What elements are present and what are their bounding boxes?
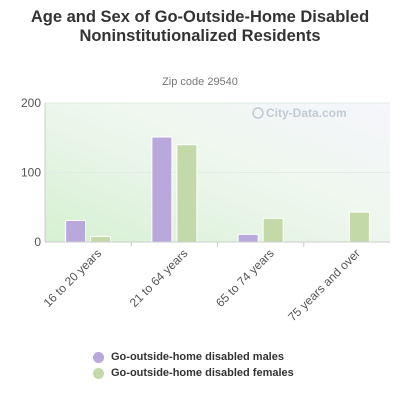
legend-swatch-males (93, 351, 104, 363)
chart-title: Age and Sex of Go-Outside-Home Disabled … (30, 8, 370, 45)
y-tick-label: 200 (21, 96, 41, 110)
legend-label-females: Go-outside-home disabled females (111, 367, 294, 379)
bar-males-1 (151, 136, 173, 243)
y-tick-label: 100 (21, 166, 41, 180)
x-tick-label: 65 to 74 years (213, 246, 277, 310)
watermark-icon (252, 107, 264, 119)
bar-females-2 (262, 217, 284, 243)
watermark: City-Data.com (252, 106, 347, 120)
bar-females-0 (90, 235, 112, 243)
y-tick-label: 0 (34, 235, 41, 249)
legend-label-males: Go-outside-home disabled males (111, 351, 284, 363)
legend-swatch-females (93, 367, 104, 379)
x-tick-label: 16 to 20 years (41, 246, 105, 310)
x-tick-label: 21 to 64 years (127, 246, 191, 310)
legend: Go-outside-home disabled males Go-outsid… (93, 349, 294, 381)
legend-item-females: Go-outside-home disabled females (93, 365, 294, 381)
bar-females-1 (176, 144, 198, 243)
legend-item-males: Go-outside-home disabled males (93, 349, 294, 365)
watermark-text: City-Data.com (266, 106, 347, 120)
bar-males-0 (65, 219, 87, 243)
chart-subtitle: Zip code 29540 (162, 76, 238, 88)
bar-females-3 (348, 211, 370, 243)
bar-males-2 (237, 233, 259, 243)
x-tick-label: 75 years and over (285, 246, 363, 324)
